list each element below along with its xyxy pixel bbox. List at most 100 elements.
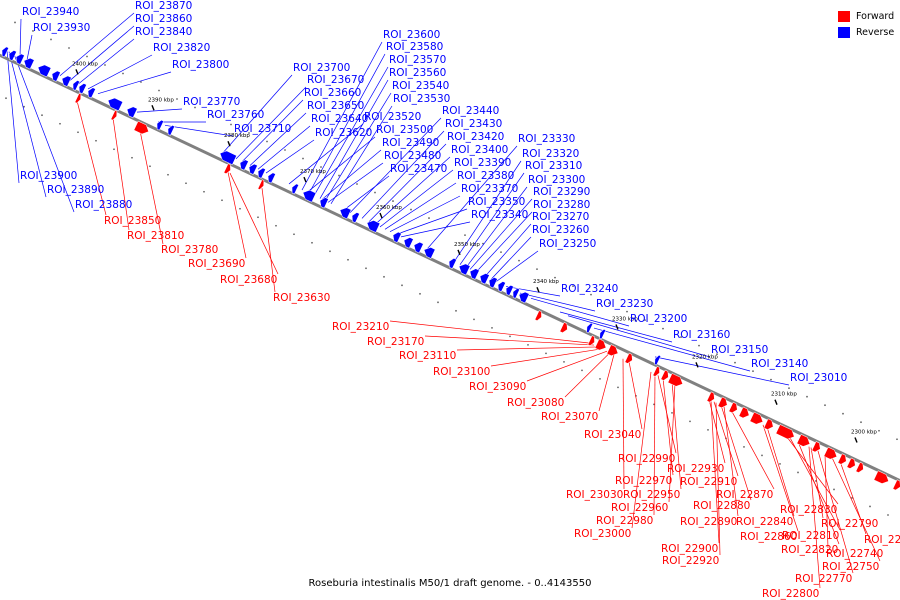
forward-gene: [717, 396, 728, 409]
forward-gene: [846, 457, 856, 469]
reverse-gene: [423, 247, 436, 259]
reverse-leader-line: [6, 50, 20, 184]
reverse-gene-label: ROI_23520: [364, 111, 421, 123]
scale-dot: [356, 183, 358, 185]
forward-gene-label: ROI_23810: [127, 230, 184, 242]
reverse-leader-line: [395, 208, 468, 235]
reverse-gene-label: ROI_23400: [451, 144, 508, 156]
scale-dot: [473, 318, 475, 321]
forward-gene-arrow: [652, 366, 660, 377]
reverse-gene: [107, 97, 124, 112]
legend-label-reverse: Reverse: [856, 26, 895, 38]
scale-dot: [176, 98, 178, 100]
reverse-gene: [302, 189, 317, 203]
forward-gene-arrow: [749, 411, 764, 425]
reverse-gene: [291, 183, 299, 195]
forward-gene-arrow: [606, 344, 619, 357]
reverse-gene-label: ROI_23310: [525, 160, 582, 172]
forward-leader-line: [824, 454, 829, 549]
reverse-gene: [72, 80, 80, 91]
reverse-leader-line: [288, 123, 364, 185]
reverse-gene-label: ROI_23870: [135, 0, 192, 12]
scale-dots: [5, 21, 898, 516]
forward-gene-label: ROI_22790: [821, 518, 878, 530]
reverse-leader-line: [469, 198, 533, 270]
scale-dot: [23, 105, 25, 108]
reverse-gene-arrow: [518, 291, 530, 304]
reverse-gene: [505, 284, 514, 296]
forward-gene-arrow: [74, 92, 82, 104]
reverse-gene-arrow: [302, 189, 317, 203]
scale-dot: [68, 47, 70, 49]
reverse-leader-line: [459, 172, 525, 265]
scale-dot: [572, 285, 574, 288]
reverse-leader-line: [77, 38, 135, 85]
reverse-gene-label: ROI_23880: [75, 199, 132, 211]
reverse-gene-label: ROI_23280: [533, 199, 590, 211]
reverse-gene: [61, 75, 72, 87]
reverse-gene: [167, 125, 175, 136]
forward-leader-line: [526, 350, 608, 382]
reverse-gene: [8, 50, 17, 62]
reverse-leader-line: [559, 311, 673, 343]
scale-dot: [680, 336, 682, 339]
scale-dot: [221, 199, 223, 202]
reverse-leader-line: [368, 143, 447, 222]
reverse-gene-arrow: [15, 53, 25, 65]
reverse-gene: [512, 288, 520, 299]
reverse-gene-arrow: [497, 281, 506, 293]
reverse-gene-label: ROI_23490: [382, 137, 439, 149]
reverse-gene-label: ROI_23420: [447, 131, 504, 143]
reverse-gene-arrow: [479, 273, 490, 285]
reverse-gene-arrow: [469, 268, 480, 280]
forward-leader-line: [808, 446, 821, 589]
reverse-gene-arrow: [392, 231, 402, 243]
forward-leader-line: [631, 371, 652, 529]
reverse-gene-label: ROI_23380: [457, 170, 514, 182]
forward-gene-arrow: [892, 479, 900, 491]
forward-leader-line: [713, 401, 739, 477]
scale-dot: [509, 335, 511, 338]
forward-gene-label: ROI_22900: [661, 543, 718, 555]
reverse-gene-label: ROI_23230: [596, 298, 653, 310]
reverse-gene-label: ROI_23300: [528, 174, 585, 186]
reverse-gene-arrow: [51, 70, 61, 82]
scale-dot: [644, 319, 646, 322]
forward-gene-arrow: [667, 373, 683, 387]
forward-gene: [837, 453, 847, 465]
reverse-leader-line: [505, 286, 561, 297]
reverse-leader-line: [593, 327, 751, 372]
legend-item-forward: Forward: [838, 8, 894, 24]
reverse-gene: [518, 291, 530, 304]
forward-leader-line: [628, 361, 643, 430]
forward-gene-arrow: [223, 163, 231, 175]
scale-dot: [545, 352, 547, 355]
forward-gene-label: ROI_22840: [736, 516, 793, 528]
forward-gene-arrow: [763, 418, 774, 430]
reverse-gene-arrow: [403, 237, 414, 249]
forward-gene-label: ROI_22950: [623, 489, 680, 501]
scale-dot: [581, 369, 583, 372]
forward-gene-label: ROI_23210: [332, 321, 389, 333]
forward-leader-line: [653, 373, 656, 516]
reverse-leader-line: [374, 156, 451, 225]
reverse-gene-label: ROI_23270: [532, 211, 589, 223]
scale-dot: [689, 420, 691, 423]
forward-gene-label: ROI_23680: [220, 274, 277, 286]
forward-leader-line: [817, 450, 854, 574]
reverse-leader-line: [235, 86, 307, 160]
scale-dot: [374, 191, 376, 194]
reverse-gene-label: ROI_23760: [207, 109, 264, 121]
forward-gene-label: ROI_23850: [104, 215, 161, 227]
scale-tick-label: 2320 kbp: [692, 354, 718, 360]
reverse-gene: [654, 354, 662, 366]
scale-dot: [761, 454, 763, 457]
reverse-gene-arrow: [257, 167, 266, 179]
forward-leader-line: [671, 381, 682, 490]
scale-dot: [491, 326, 493, 329]
reverse-gene-arrow: [654, 354, 662, 366]
reverse-gene: [87, 87, 96, 99]
reverse-leader-line: [59, 12, 135, 76]
reverse-gene-label: ROI_23860: [135, 13, 192, 25]
forward-gene-label: ROI_22740: [826, 548, 883, 560]
